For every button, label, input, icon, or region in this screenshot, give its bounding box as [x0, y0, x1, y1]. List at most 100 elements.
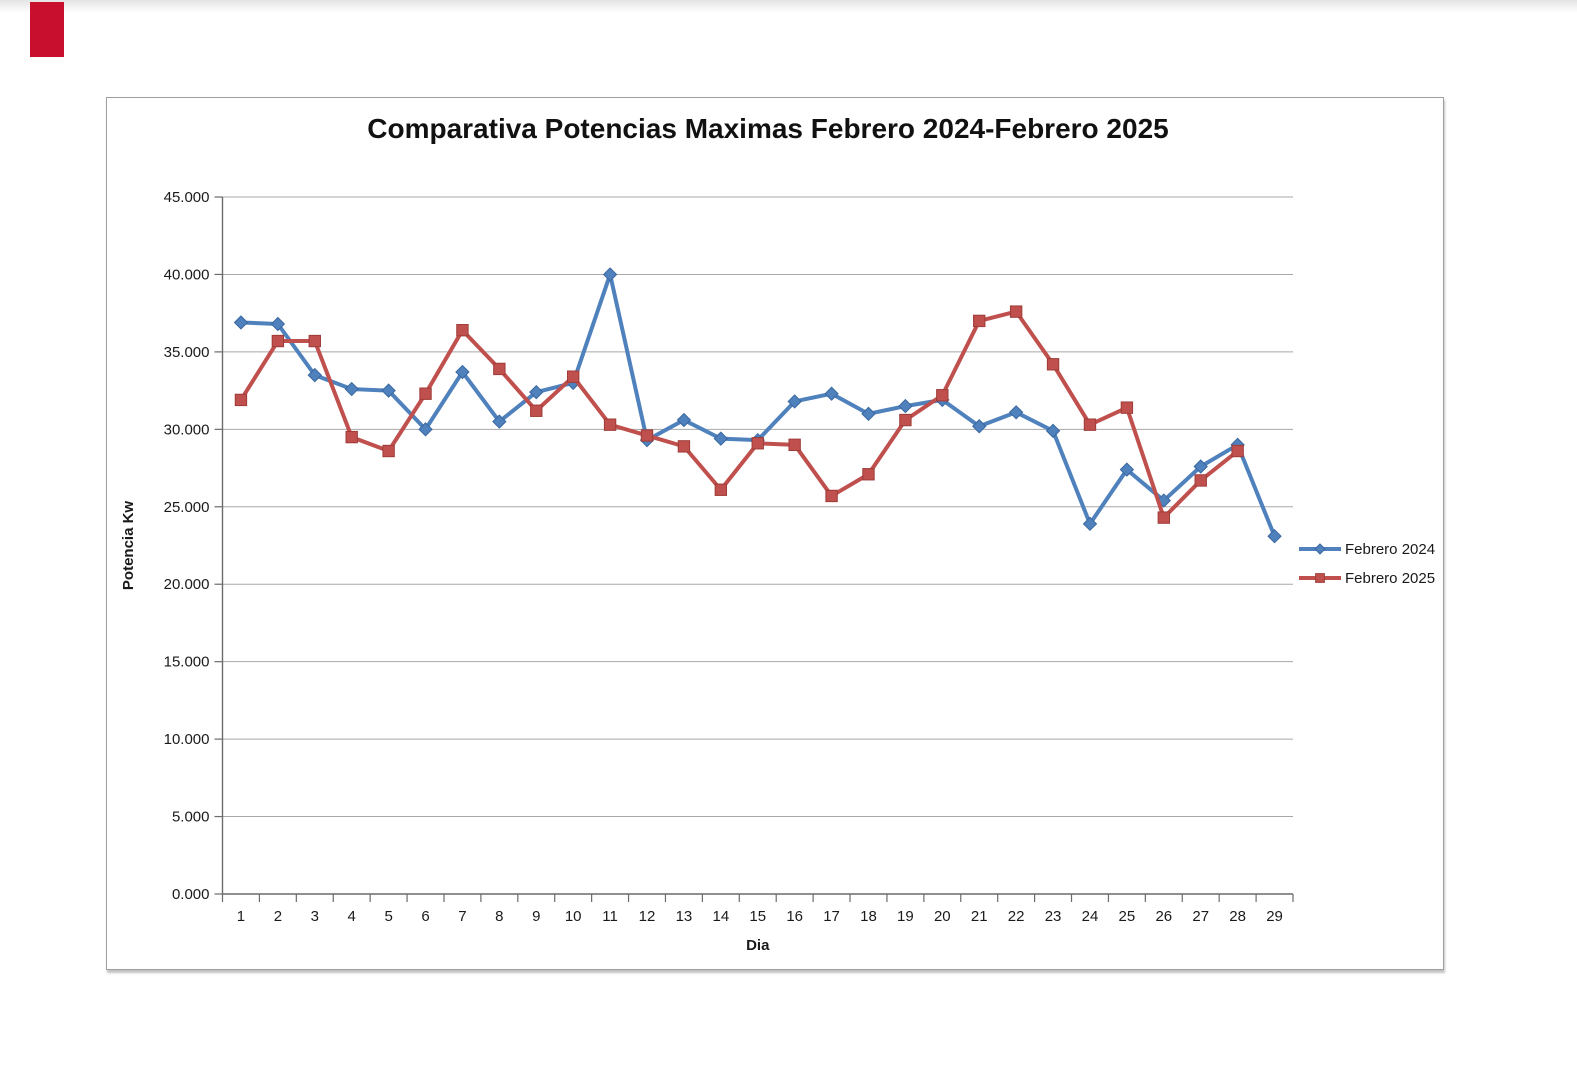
- square-marker: [603, 418, 617, 431]
- x-tick-label: 4: [348, 908, 356, 925]
- square-marker: [530, 404, 543, 417]
- diamond-marker: [861, 406, 876, 422]
- diamond-marker: [676, 412, 692, 428]
- series-febrero-2025: [234, 305, 1244, 524]
- diamond-marker: [1156, 493, 1172, 508]
- x-tick-label: 6: [421, 908, 429, 925]
- y-tick-label: 20.000: [164, 576, 210, 593]
- chart-title: Comparativa Potencias Maximas Febrero 20…: [367, 113, 1169, 144]
- x-tick-label: 11: [602, 908, 618, 925]
- diamond-marker: [602, 267, 618, 282]
- x-tick-label: 26: [1155, 908, 1172, 925]
- diamond-marker: [270, 316, 286, 332]
- x-tick-label: 15: [749, 908, 766, 925]
- square-marker: [493, 362, 506, 376]
- top-gradient: [0, 0, 1577, 13]
- square-marker: [1157, 511, 1170, 524]
- square-marker: [308, 334, 321, 348]
- y-tick-label: 5.000: [172, 809, 210, 826]
- square-marker: [1083, 418, 1097, 431]
- square-marker: [271, 334, 285, 348]
- x-axis-title: Dia: [746, 937, 770, 954]
- x-tick-label: 2: [274, 908, 282, 925]
- diamond-marker: [307, 367, 322, 383]
- series-line: [238, 272, 1277, 539]
- square-marker: [788, 438, 801, 452]
- x-tick-label: 10: [565, 908, 582, 925]
- square-marker: [345, 430, 358, 444]
- diamond-marker: [787, 394, 802, 409]
- diamond-marker: [492, 414, 507, 429]
- y-tick-label: 15.000: [164, 654, 210, 671]
- square-marker: [1231, 444, 1244, 458]
- x-tick-label: 29: [1266, 908, 1283, 925]
- square-marker: [1315, 573, 1325, 583]
- y-tick-label: 45.000: [164, 189, 210, 206]
- x-tick-label: 5: [384, 908, 392, 925]
- legend-label: Febrero 2025: [1345, 570, 1435, 587]
- square-marker: [973, 314, 986, 328]
- square-marker: [1009, 305, 1023, 318]
- red-corner-marker: [30, 2, 64, 57]
- diamond-marker: [455, 364, 470, 380]
- diamond-marker: [972, 419, 987, 434]
- diamond-marker: [344, 381, 359, 397]
- y-axis-title: Potencia Kw: [120, 501, 137, 591]
- x-tick-label: 20: [934, 908, 951, 925]
- legend-item-febrero-2025: Febrero 2025: [1299, 570, 1435, 587]
- x-tick-label: 14: [712, 908, 729, 925]
- x-tick-label: 21: [971, 908, 988, 925]
- square-marker: [899, 413, 912, 427]
- x-tick-label: 17: [823, 908, 840, 925]
- legend-item-febrero-2024: Febrero 2024: [1299, 541, 1435, 558]
- diamond-marker: [1008, 405, 1024, 420]
- diamond-marker: [824, 386, 839, 401]
- x-tick-label: 18: [860, 908, 877, 925]
- x-tick-label: 8: [495, 908, 503, 925]
- diamond-marker: [1045, 423, 1061, 439]
- y-tick-label: 0.000: [172, 886, 210, 903]
- diamond-marker: [898, 398, 913, 414]
- x-tick-label: 16: [786, 908, 803, 925]
- x-tick-label: 24: [1082, 908, 1099, 925]
- series-line: [238, 309, 1240, 520]
- chart-canvas: 0.000 5.000 10.000 15.000 20.000 25.000 30.000…: [120, 189, 1435, 954]
- x-tick-label: 1: [237, 908, 245, 925]
- square-marker: [640, 429, 654, 442]
- square-marker: [825, 489, 838, 503]
- square-marker: [456, 324, 469, 337]
- x-tick-label: 27: [1192, 908, 1209, 925]
- square-marker: [1194, 474, 1207, 487]
- legend-label: Febrero 2024: [1345, 541, 1435, 558]
- diamond-marker: [233, 315, 249, 330]
- x-tick-label: 3: [311, 908, 319, 925]
- square-marker: [751, 437, 764, 450]
- square-marker: [566, 370, 580, 383]
- x-tick-label: 25: [1119, 908, 1136, 925]
- y-tick-label: 35.000: [164, 344, 210, 361]
- diamond-marker: [713, 431, 729, 446]
- diamond-marker: [1193, 459, 1208, 474]
- x-tick-label: 9: [532, 908, 540, 925]
- square-marker: [1120, 401, 1134, 414]
- square-marker: [234, 393, 248, 407]
- y-tick-label: 25.000: [164, 499, 210, 516]
- y-tick-label: 40.000: [164, 266, 210, 283]
- square-marker: [382, 444, 395, 458]
- square-marker: [714, 483, 728, 496]
- square-marker: [862, 468, 875, 481]
- diamond-marker: [381, 383, 396, 398]
- x-tick-label: 19: [897, 908, 914, 925]
- diamond-marker: [1314, 543, 1326, 555]
- x-tick-label: 13: [676, 908, 693, 925]
- square-marker: [419, 387, 432, 400]
- y-tick-label: 30.000: [164, 421, 210, 438]
- x-tick-label: 7: [458, 908, 466, 925]
- diamond-marker: [1119, 462, 1135, 477]
- x-tick-label: 28: [1229, 908, 1246, 925]
- square-marker: [1046, 358, 1060, 371]
- x-tick-label: 22: [1008, 908, 1025, 925]
- x-tick-label: 23: [1045, 908, 1062, 925]
- diamond-marker: [1082, 516, 1098, 532]
